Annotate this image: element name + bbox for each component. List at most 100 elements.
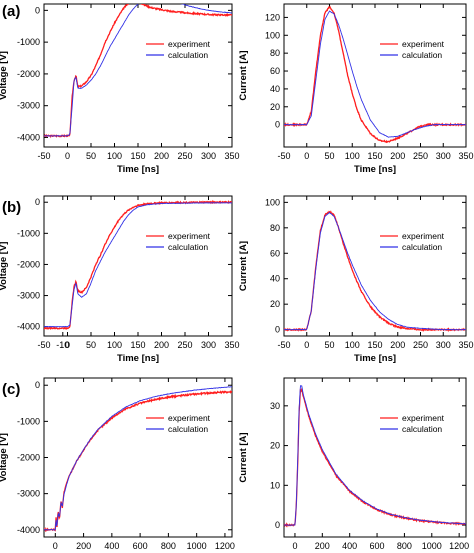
x-tick-label: 150 (130, 151, 145, 161)
y-tick-label: -4000 (17, 322, 40, 332)
y-tick-label: -4000 (17, 525, 40, 535)
x-tick-label: 300 (436, 340, 451, 350)
series-calculation (44, 386, 232, 531)
y-tick-label: 40 (270, 84, 280, 94)
plot-frame (43, 3, 233, 148)
series-experiment (284, 386, 466, 528)
x-tick-label: 0 (304, 340, 309, 350)
y-tick-label: 20 (270, 102, 280, 112)
panel-label-a: (a) (2, 3, 20, 20)
chart-6: 0200400600800100012000102030Time [ns]Cur… (238, 377, 469, 551)
x-tick-label: 150 (130, 340, 145, 350)
x-tick-label: 50 (86, 340, 96, 350)
y-tick-label: -1000 (17, 228, 40, 238)
x-tick-label: 350 (224, 151, 239, 161)
y-tick-label: -1000 (17, 416, 40, 426)
legend-label-experiment: experiment (402, 39, 445, 49)
chart-4: -50 0 50 100 150 200 250 300 350 0 20 40 60 80 100 Time… (238, 195, 474, 364)
chart-3: -50 -100 50 100 150 200 250 300 350-4000-3000-20… (0, 195, 240, 364)
y-tick-label: 0 (275, 325, 280, 335)
legend-label-calculation: calculation (402, 424, 442, 434)
series-calculation (44, 4, 232, 137)
y-tick-label: 20 (270, 299, 280, 309)
x-tick-label: 400 (342, 541, 357, 551)
series-calculation (284, 10, 466, 138)
x-tick-label: 800 (161, 541, 176, 551)
plot-frame (283, 3, 467, 148)
legend-label-calculation: calculation (402, 242, 442, 252)
y-tick-label: 100 (265, 30, 280, 40)
y-tick-label: 60 (270, 66, 280, 76)
legend-label-calculation: calculation (168, 50, 208, 60)
legend-label-calculation: calculation (168, 424, 208, 434)
x-tick-label: 0 (65, 151, 70, 161)
x-tick-label: -50 (277, 340, 290, 350)
y-tick-label: -3000 (17, 291, 40, 301)
y-tick-label: 0 (35, 197, 40, 207)
y-tick-label: 0 (35, 380, 40, 390)
chart-5: 0 200 400 600 800 1000 1200 -4000 -3000 -2000 -100… (0, 377, 235, 551)
x-tick-label: 0 (304, 151, 309, 161)
x-axis-label: Time [ns] (354, 353, 396, 364)
y-axis-label: Voltage [V] (0, 51, 9, 100)
x-tick-label: 100 (107, 340, 122, 350)
y-axis-label: Current [A] (238, 50, 249, 100)
y-tick-label: 0 (275, 120, 280, 130)
x-tick-label: 200 (154, 151, 169, 161)
x-tick-label: 400 (104, 541, 119, 551)
x-tick-label: 200 (390, 151, 405, 161)
y-axis-label: Voltage [V] (0, 242, 9, 291)
y-tick-label: 20 (270, 441, 280, 451)
x-tick-label: 250 (413, 151, 428, 161)
series-experiment (44, 199, 232, 331)
x-tick-label: -50 (277, 151, 290, 161)
chart-1: -50 0 50 100 150 200 250 300 350 -4000 -3000 -2000 -… (0, 3, 240, 175)
x-axis-label: Time [ns] (354, 164, 396, 175)
x-tick-label: 50 (86, 151, 96, 161)
chart-2: -50 0 50 100 150 200 250 300 350 0 20 40 60 80 100 120 T… (238, 3, 474, 175)
x-tick-label: 200 (390, 340, 405, 350)
x-tick-label: 600 (370, 541, 385, 551)
x-tick-label: 200 (76, 541, 91, 551)
x-tick-label: 0 (65, 340, 70, 350)
plot-frame (283, 195, 467, 337)
legend-label-experiment: experiment (168, 39, 211, 49)
y-tick-label: -3000 (17, 101, 40, 111)
x-tick-label: 1200 (449, 541, 469, 551)
x-tick-label: 150 (367, 151, 382, 161)
y-tick-label: 30 (270, 401, 280, 411)
x-tick-label: -10 (56, 340, 69, 350)
x-tick-label: 600 (133, 541, 148, 551)
y-tick-label: 80 (270, 223, 280, 233)
x-tick-label: 1000 (422, 541, 442, 551)
legend-label-experiment: experiment (168, 413, 211, 423)
x-tick-label: 0 (292, 541, 297, 551)
x-tick-label: 300 (201, 340, 216, 350)
x-tick-label: 1000 (187, 541, 207, 551)
legend-label-calculation: calculation (402, 50, 442, 60)
legend-label-calculation: calculation (168, 242, 208, 252)
y-tick-label: 60 (270, 248, 280, 258)
plot-frame (283, 377, 467, 538)
y-tick-label: 100 (265, 197, 280, 207)
x-tick-label: 200 (315, 541, 330, 551)
legend-label-experiment: experiment (402, 231, 445, 241)
y-axis-label: Voltage [V] (0, 433, 9, 482)
series-calculation (284, 385, 466, 526)
x-tick-label: 150 (367, 340, 382, 350)
x-tick-label: 350 (458, 151, 473, 161)
x-tick-label: 300 (436, 151, 451, 161)
y-axis-label: Current [A] (238, 241, 249, 291)
y-tick-label: 0 (275, 520, 280, 530)
y-tick-label: -2000 (17, 69, 40, 79)
series-calculation (44, 202, 232, 328)
series-experiment (284, 5, 466, 144)
y-tick-label: 120 (265, 12, 280, 22)
y-tick-label: -2000 (17, 259, 40, 269)
legend-label-experiment: experiment (168, 231, 211, 241)
series-experiment (44, 4, 232, 139)
x-tick-label: -50 (37, 151, 50, 161)
panel-label-c: (c) (2, 381, 20, 398)
